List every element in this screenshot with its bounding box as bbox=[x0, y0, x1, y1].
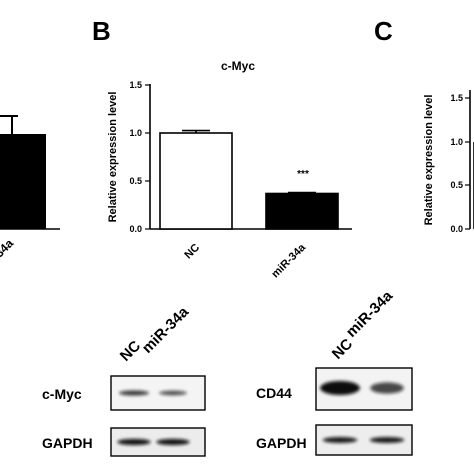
panel-c-y-tick-label: 1.0 bbox=[450, 137, 463, 147]
blot-left: NC miR-34a c-Myc GAPDH bbox=[42, 303, 206, 457]
panel-b-y-label: Relative expression level bbox=[107, 92, 119, 223]
blot-left-band bbox=[117, 438, 151, 446]
panel-b-x-tick-mir34a: miR-34a bbox=[269, 241, 308, 280]
blot-left-band bbox=[156, 438, 190, 446]
panel-b-y-tick-label: 0.5 bbox=[129, 176, 142, 186]
panel-b-bars bbox=[159, 129, 339, 230]
panel-b-y-tick: 0.0 bbox=[129, 224, 150, 234]
panel-b-title: c-Myc bbox=[221, 59, 255, 73]
blot-right-band bbox=[322, 436, 358, 444]
panel-c: C Relative expression level 0.0 0.5 1.0 … bbox=[374, 16, 474, 234]
blot-right-band bbox=[370, 382, 404, 394]
blot-left-lane-mir34a: miR-34a bbox=[139, 303, 193, 357]
panel-b-y-tick: 0.5 bbox=[129, 176, 150, 186]
blot-left-lane-nc: NC bbox=[117, 337, 144, 364]
blot-right-band bbox=[320, 381, 360, 395]
panel-b-y-tick: 1.0 bbox=[129, 128, 150, 138]
blot-right-row-label-gapdh: GAPDH bbox=[256, 435, 307, 451]
panel-b-y-ticks: 0.0 0.5 1.0 1.5 bbox=[129, 80, 150, 234]
blot-right: NC miR-34a CD44 GAPDH bbox=[256, 287, 413, 456]
panel-b-y-tick: 1.5 bbox=[129, 80, 150, 90]
blot-left-band bbox=[119, 390, 149, 396]
blot-left-row-label-gapdh: GAPDH bbox=[42, 435, 93, 451]
panel-c-y-tick: 0.5 bbox=[450, 180, 470, 190]
panel-b-annotation: *** bbox=[297, 169, 309, 180]
panel-c-letter: C bbox=[374, 16, 393, 46]
panel-b-y-tick-label: 1.0 bbox=[129, 128, 142, 138]
panel-c-y-label: Relative expression level bbox=[423, 95, 435, 226]
left-partial-tick-label: 34a bbox=[0, 236, 16, 260]
blot-right-row-label-cd44: CD44 bbox=[256, 385, 292, 401]
blot-left-band bbox=[159, 390, 187, 396]
panel-c-y-tick: 1.0 bbox=[450, 137, 470, 147]
blot-left-bands bbox=[117, 390, 190, 446]
panel-c-y-tick: 1.5 bbox=[450, 93, 470, 103]
blot-left-row-label-cmyc: c-Myc bbox=[42, 386, 82, 402]
blot-right-bands bbox=[320, 381, 405, 444]
panel-b-letter: B bbox=[92, 16, 111, 46]
blot-right-band bbox=[369, 436, 405, 444]
blot-left-membrane-cmyc bbox=[110, 375, 206, 411]
blot-right-lane-mir34a: miR-34a bbox=[343, 287, 397, 341]
left-partial-bar-miR-34a bbox=[0, 134, 46, 229]
panel-c-y-tick-label: 0.5 bbox=[450, 180, 463, 190]
panel-b-y-tick-label: 1.5 bbox=[129, 80, 142, 90]
panel-b-bar-nc bbox=[159, 132, 233, 230]
chart-left-partial: 34a bbox=[0, 115, 60, 260]
panel-c-y-tick-label: 1.5 bbox=[450, 93, 463, 103]
panel-c-y-tick: 0.0 bbox=[450, 224, 470, 234]
panel-b-x-tick-nc: NC bbox=[182, 242, 202, 262]
panel-c-y-tick-label: 0.0 bbox=[450, 224, 463, 234]
panel-b: B c-Myc Relative expression level 0.0 0.… bbox=[92, 16, 352, 280]
panel-b-y-tick-label: 0.0 bbox=[129, 224, 142, 234]
panel-b-bar-mir34a bbox=[265, 192, 339, 230]
